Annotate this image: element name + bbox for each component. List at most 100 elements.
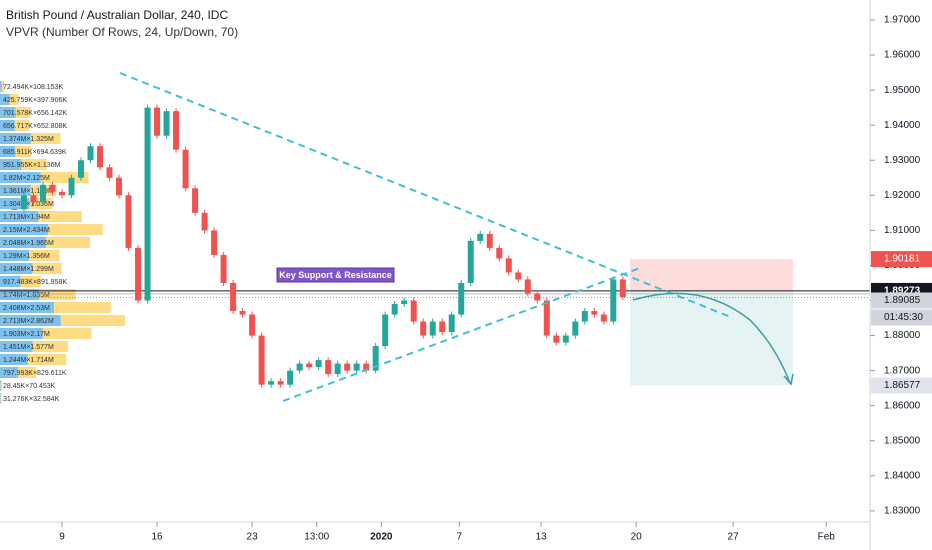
volume-up-bar (0, 393, 1, 404)
volume-up-bar (0, 94, 10, 105)
candle-body (543, 300, 550, 336)
volume-up-bar (0, 159, 22, 170)
candle-body (486, 233, 493, 248)
volume-up-bar (0, 146, 16, 157)
candle-body (448, 314, 455, 333)
x-tick-label: 23 (247, 532, 259, 543)
volume-label: 72.494K×108.153K (3, 84, 63, 91)
volume-up-bar (0, 380, 1, 391)
candle-body (30, 195, 37, 203)
volume-label: 1.74M×1.635M (3, 292, 50, 299)
volume-down-bar (48, 224, 103, 235)
trendline (282, 267, 641, 402)
volume-down-bar (45, 237, 90, 248)
volume-up-bar (0, 302, 54, 313)
volume-down-bar (32, 341, 68, 352)
price-label-box (871, 251, 932, 268)
volume-down-bar (38, 211, 82, 222)
volume-up-bar (0, 276, 21, 287)
candle-body (524, 279, 531, 294)
volume-down-bar (42, 328, 92, 339)
volume-down-bar (1, 81, 5, 92)
volume-label: 2.408M×2.53M (3, 305, 50, 312)
volume-down-bar (15, 146, 31, 157)
candle-body (258, 335, 265, 385)
x-tick-label: 2020 (370, 532, 393, 543)
volume-label: 1.304M×1.036M (3, 201, 54, 208)
volume-down-bar (21, 159, 47, 170)
volume-label: 2.048M×1.965M (3, 240, 54, 247)
candle-body (125, 195, 132, 248)
volume-label: 656.717K×652.808K (3, 123, 67, 130)
candle-body (344, 363, 351, 371)
candle-body (315, 360, 322, 368)
indicator-title: VPVR (Number Of Rows, 24, Up/Down, 70) (6, 25, 238, 39)
candle-body (182, 149, 189, 189)
y-tick-label: 1.85000 (884, 435, 921, 446)
volume-down-bar (27, 354, 67, 365)
volume-up-bar (0, 341, 33, 352)
volume-label: 1.448M×1.299M (3, 266, 54, 273)
candle-body (515, 272, 522, 280)
candle-body (58, 191, 65, 196)
volume-down-bar (14, 120, 30, 131)
candle-body (106, 167, 113, 178)
candle-body (20, 195, 27, 210)
candle-body (296, 363, 303, 371)
candle-body (439, 321, 446, 333)
candle-body (591, 311, 598, 315)
candle-body (600, 314, 607, 322)
x-tick-label: 13 (536, 532, 548, 543)
candle-body (391, 304, 398, 315)
candle-body (87, 146, 94, 161)
volume-down-bar (53, 302, 111, 313)
candle-body (562, 335, 569, 343)
candle-body (496, 247, 503, 259)
y-tick-label: 1.92000 (884, 190, 921, 201)
candle-body (429, 321, 436, 336)
candle-body (306, 363, 313, 368)
y-tick-label: 1.93000 (884, 155, 921, 166)
x-tick-label: 9 (59, 532, 65, 543)
volume-down-bar (0, 380, 3, 391)
candle-body (192, 188, 199, 213)
volume-down-bar (15, 107, 31, 118)
annotation: Key Support & Resistance (279, 270, 392, 280)
x-tick-label: 20 (631, 532, 643, 543)
candle-body (220, 254, 227, 283)
x-tick-label: 13:00 (304, 532, 329, 543)
volume-label: 2.713M×2.862M (3, 318, 54, 325)
volume-up-bar (0, 328, 43, 339)
price-label: 1.86577 (884, 380, 921, 391)
price-label: 1.90181 (884, 254, 921, 265)
candle-body (458, 282, 465, 315)
volume-down-bar (39, 289, 76, 300)
y-tick-label: 1.91000 (884, 225, 921, 236)
volume-label: 797.993K×829.611K (3, 370, 67, 377)
candle-body (372, 346, 379, 371)
y-tick-label: 1.94000 (884, 120, 921, 131)
x-tick-label: Feb (818, 532, 836, 543)
candle-body (211, 230, 218, 255)
x-tick-label: 7 (457, 532, 463, 543)
volume-label: 951.955K×1.136M (3, 162, 61, 169)
candle-body (268, 381, 275, 385)
volume-up-bar (0, 250, 29, 261)
y-tick-label: 1.96000 (884, 50, 921, 61)
volume-label: 917.483K×891.958K (3, 279, 67, 286)
y-tick-label: 1.86000 (884, 400, 921, 411)
volume-label: 28.45K×70.453K (3, 383, 56, 390)
volume-up-bar (0, 315, 61, 326)
candle-body (144, 107, 151, 301)
candle-body (505, 258, 512, 273)
volume-label: 1.29M×1.356M (3, 253, 50, 260)
candle-body (249, 314, 256, 336)
candle-body (116, 177, 123, 196)
volume-label: 1.82M×2.125M (3, 175, 50, 182)
candle-body (39, 184, 46, 203)
volume-label: 2.15M×2.434M (3, 227, 50, 234)
candle-body (135, 247, 142, 301)
volume-down-bar (60, 315, 125, 326)
candle-body (49, 184, 56, 192)
projection-curve (632, 292, 791, 384)
